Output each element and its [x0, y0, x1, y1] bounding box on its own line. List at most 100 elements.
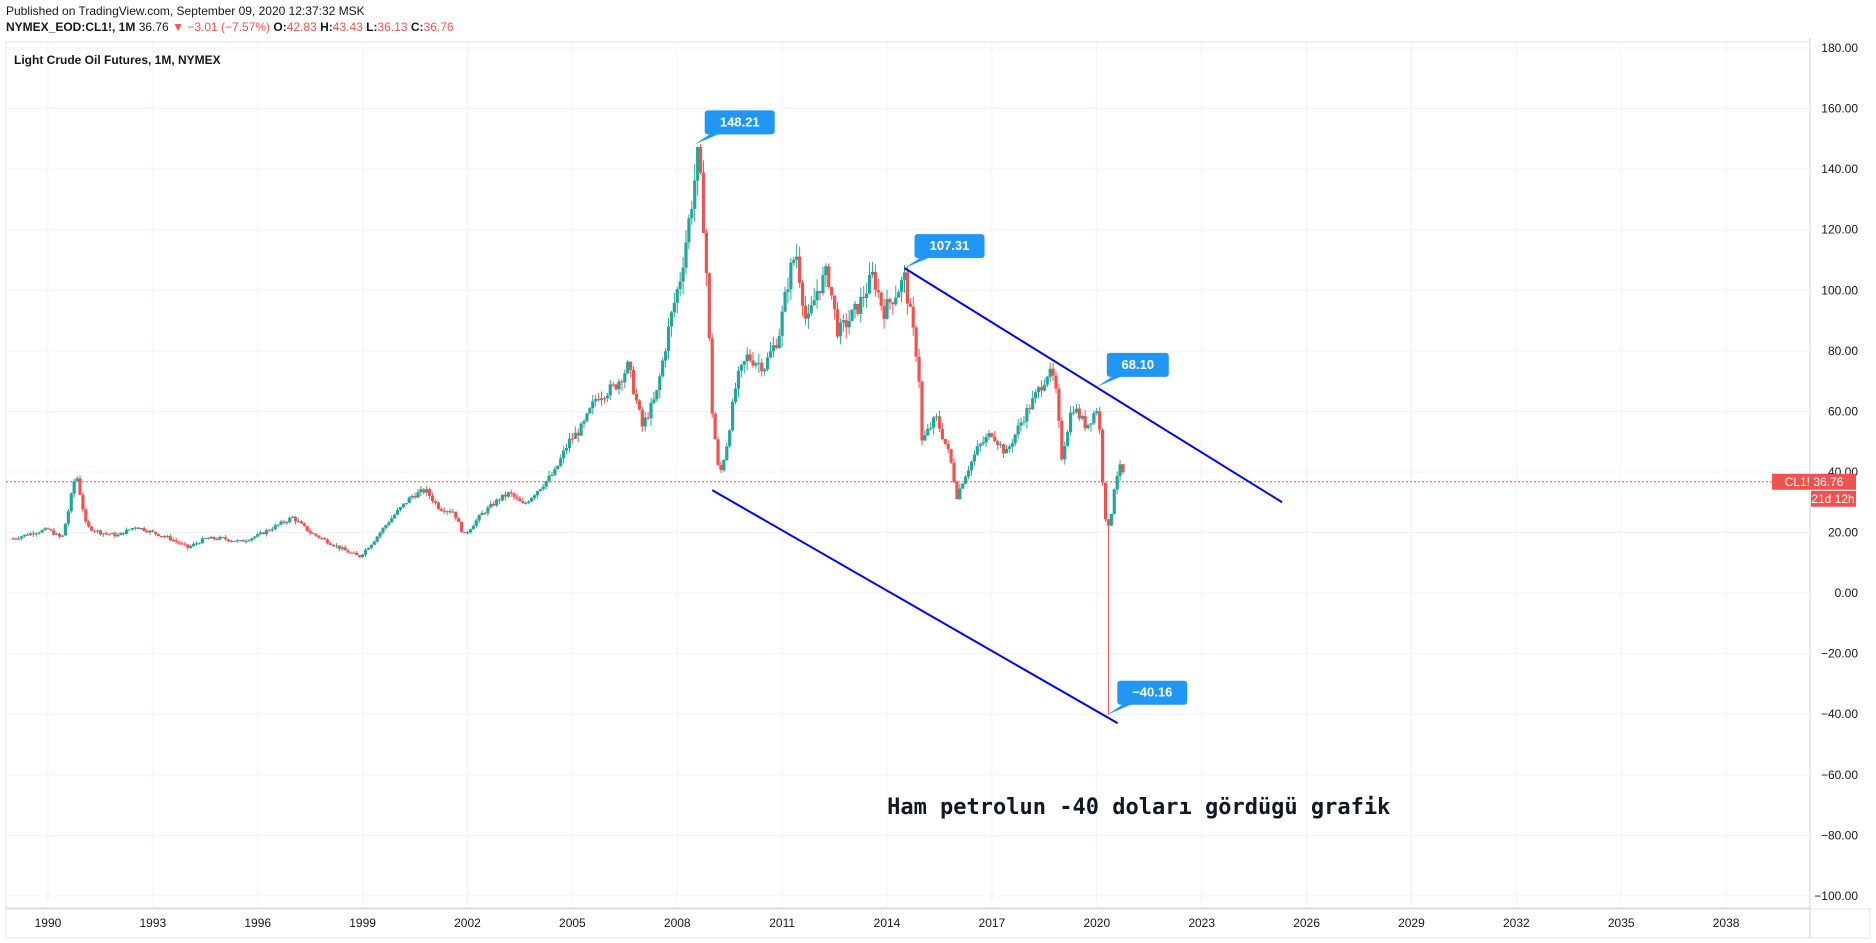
candle-body: [25, 534, 30, 536]
candle-body: [821, 275, 825, 294]
candle-body: [547, 475, 551, 481]
candle-body: [754, 363, 758, 366]
candle-body: [229, 541, 234, 543]
candle-body: [972, 454, 977, 462]
candle-body: [81, 494, 85, 510]
candle-body: [978, 443, 982, 447]
x-tick-label: 2032: [1503, 916, 1530, 930]
candle-body: [521, 501, 525, 504]
candle-body: [125, 529, 129, 535]
candle-body: [710, 338, 714, 414]
candle-body: [815, 291, 819, 301]
candle-body: [445, 511, 449, 513]
candle-body: [742, 361, 746, 365]
candle-body: [462, 531, 467, 534]
candle-body: [803, 305, 808, 319]
candle-body: [92, 530, 97, 532]
candle-body: [1112, 489, 1116, 514]
candle-body: [897, 292, 901, 298]
candle-body: [326, 539, 330, 544]
candle-body: [90, 526, 94, 531]
candle-body: [990, 433, 994, 437]
symbol-name[interactable]: NYMEX_EOD:CL1!, 1M: [6, 20, 136, 34]
candle-body: [585, 413, 589, 422]
candle-body: [562, 450, 566, 459]
candle-body: [879, 292, 883, 306]
open-value: 42.83: [286, 20, 317, 34]
candle-body: [395, 509, 400, 515]
candle-body: [800, 283, 805, 306]
candle-body: [60, 535, 65, 537]
candle-body: [827, 266, 831, 287]
candle-body: [698, 147, 703, 173]
candle-body: [433, 501, 438, 503]
candle-body: [515, 496, 519, 499]
candle-body: [532, 495, 537, 498]
candle-body: [352, 552, 356, 554]
x-tick-label: 2002: [454, 916, 481, 930]
candle-body: [52, 530, 56, 535]
candle-body: [410, 495, 414, 498]
candle-body: [535, 491, 540, 496]
candle-body: [416, 492, 420, 498]
y-tick-label: 180.00: [1821, 41, 1858, 55]
candle-body: [116, 534, 120, 537]
callout-pointer: [694, 132, 723, 145]
x-tick-label: 2017: [979, 916, 1006, 930]
candle-body: [841, 320, 845, 323]
candle-body: [926, 428, 930, 436]
candle-body: [777, 336, 781, 348]
candle-body: [774, 345, 778, 348]
candle-body: [646, 417, 650, 419]
close-label: C:: [410, 20, 424, 34]
candle-body: [404, 503, 408, 505]
candle-body: [492, 503, 496, 506]
candle-body: [393, 514, 397, 519]
candle-body: [620, 381, 624, 383]
candle-body: [1019, 422, 1023, 426]
candle-body: [617, 381, 621, 390]
candle-body: [550, 474, 554, 476]
candle-body: [133, 527, 137, 529]
candle-body: [282, 521, 286, 523]
candle-body: [442, 510, 446, 512]
candle-body: [529, 497, 534, 502]
candle-body: [159, 536, 164, 538]
published-line: Published on TradingView.com, September …: [6, 4, 365, 18]
candle-body: [189, 545, 193, 548]
candle-body: [722, 459, 726, 471]
candle-body: [387, 522, 391, 526]
candle-body: [75, 478, 79, 482]
candle-body: [1025, 408, 1029, 422]
candle-body: [929, 427, 933, 429]
candle-body: [1031, 398, 1035, 410]
candle-body: [629, 361, 633, 370]
candle-body: [731, 401, 735, 431]
candle-body: [524, 502, 528, 504]
candle-body: [506, 492, 510, 497]
candle-body: [127, 529, 132, 531]
candle-body: [183, 543, 187, 545]
callout-label: 148.21: [720, 114, 760, 129]
candle-body: [203, 537, 207, 539]
candle-body: [398, 507, 403, 510]
candle-body: [349, 552, 353, 554]
candle-body: [763, 369, 767, 372]
price-badge-bg: [1772, 473, 1856, 490]
candle-body: [1048, 368, 1052, 377]
candle-body: [1039, 387, 1044, 391]
candle-body: [407, 497, 411, 504]
candle-body: [905, 272, 910, 304]
candle-body: [1101, 429, 1105, 483]
candle-body: [1016, 425, 1020, 435]
candle-body: [241, 540, 245, 542]
candle-body: [1051, 368, 1055, 376]
candle-body: [576, 432, 580, 436]
candle-body: [1057, 388, 1061, 421]
candle-body: [454, 511, 458, 519]
candle-body: [1042, 384, 1046, 391]
candle-body: [594, 399, 598, 402]
candle-body: [1098, 411, 1102, 430]
candle-body: [812, 300, 816, 306]
